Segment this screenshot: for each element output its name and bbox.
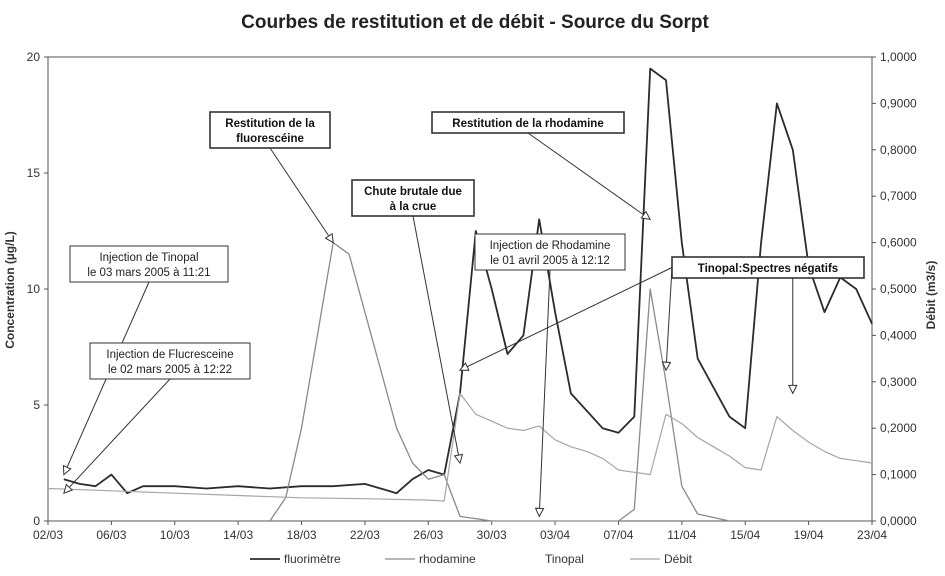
y2-tick-label: 0,5000 xyxy=(880,282,917,296)
series-layer xyxy=(47,67,873,522)
annotation-text: à la crue xyxy=(390,201,437,213)
annotation-arrowhead xyxy=(640,210,652,221)
annotation-text: Tinopal:Spectres négatifs xyxy=(698,263,838,275)
x-axis: 02/03 06/03 10/03 14/03 18/03 22/03 26/03 30/03… xyxy=(33,521,887,542)
annotation-text: le 01 avril 2005 à 12:12 xyxy=(490,255,610,267)
annotation-text: Injection de Flucresceine xyxy=(106,349,233,361)
annotation-arrow xyxy=(538,269,551,517)
annotation-arrowhead xyxy=(787,384,798,395)
y-tick-label: 0 xyxy=(33,514,40,528)
legend-label: Tinopal xyxy=(545,552,584,566)
y2-tick-label: 0,0000 xyxy=(880,514,917,528)
annotation-arrow xyxy=(665,267,673,371)
y-tick-label: 5 xyxy=(33,398,40,412)
annotation-2: Injection de Flucresceine le 02 mars 2005… xyxy=(63,342,251,494)
x-tick-label: 11/04 xyxy=(667,528,696,542)
legend-label: fluorimètre xyxy=(284,552,341,566)
annotation-4: Chute brutale due à la crue xyxy=(351,179,475,465)
y2-axis-label: Débit (m3/s) xyxy=(924,261,938,330)
annotation-5: Injection de Rhodamine le 01 avril 2005 à… xyxy=(474,233,626,518)
y2-tick-label: 0,4000 xyxy=(880,328,917,342)
x-tick-label: 19/04 xyxy=(794,528,824,542)
y2-tick-label: 1,0000 xyxy=(880,50,917,64)
x-tick-label: 14/03 xyxy=(223,528,253,542)
x-tick-label: 30/03 xyxy=(477,528,507,542)
y2-tick-label: 0,1000 xyxy=(880,468,917,482)
annotation-box xyxy=(671,256,865,279)
y2-tick-label: 0,9000 xyxy=(880,96,917,110)
annotation-text: Chute brutale due xyxy=(364,186,462,198)
y2-tick-label: 0,8000 xyxy=(880,143,917,157)
annotation-arrowhead xyxy=(324,232,334,244)
annotation-arrow xyxy=(459,267,673,371)
annotation-box xyxy=(431,111,625,134)
x-tick-label: 02/03 xyxy=(33,528,63,542)
x-tick-label: 06/03 xyxy=(96,528,126,542)
annotation-arrow xyxy=(63,378,171,494)
annotation-text: le 02 mars 2005 à 12:22 xyxy=(108,364,232,376)
y-axis-label: Concentration (µg/L) xyxy=(3,231,17,349)
annotation-box xyxy=(209,111,331,149)
y2-tick-label: 0,3000 xyxy=(880,375,917,389)
annotation-text: Injection de Tinopal xyxy=(99,252,198,264)
series-line-d-bit xyxy=(47,392,873,502)
annotation-6: Restitution de la rhodamine xyxy=(431,111,652,221)
y-tick-label: 20 xyxy=(27,50,41,64)
y2-tick-label: 0,7000 xyxy=(880,189,917,203)
annotation-text: le 03 mars 2005 à 11:21 xyxy=(87,267,210,279)
y-tick-label: 15 xyxy=(27,166,41,180)
y-tick-label: 10 xyxy=(27,282,41,296)
annotation-3: Restitution de la fluorescéine xyxy=(209,111,334,244)
x-tick-label: 23/04 xyxy=(857,528,887,542)
annotation-arrow xyxy=(527,132,651,220)
legend: fluorimètre rhodamine Tinopal Débit xyxy=(250,552,693,566)
annotation-arrowhead xyxy=(661,361,672,372)
x-tick-label: 22/03 xyxy=(350,528,380,542)
annotation-arrow xyxy=(412,215,461,464)
annotation-text: fluorescéine xyxy=(236,133,304,145)
legend-label: Débit xyxy=(664,552,693,566)
annotation-1: Injection de Tinopal le 03 mars 2005 à 11… xyxy=(62,245,229,476)
annotation-box xyxy=(474,233,626,271)
y2-tick-label: 0,2000 xyxy=(880,421,917,435)
annotation-arrowhead xyxy=(453,453,464,465)
chart-title: Courbes de restitution et de débit - Sou… xyxy=(241,12,709,33)
y-axis-right: 0,0000 0,1000 0,2000 0,3000 0,4000 0,5000 0,60… xyxy=(872,50,917,528)
annotation-7: Tinopal:Spectres négatifs xyxy=(458,256,865,395)
y-axis-left: 0 5 10 15 20 xyxy=(27,50,48,528)
x-tick-label: 07/04 xyxy=(603,528,633,542)
series-line-rhodamine xyxy=(269,241,730,522)
annotation-text: Restitution de la xyxy=(225,118,315,130)
x-tick-label: 26/03 xyxy=(413,528,443,542)
annotation-box xyxy=(69,245,229,283)
annotation-arrowhead xyxy=(534,507,545,518)
x-tick-label: 18/03 xyxy=(287,528,317,542)
annotation-box xyxy=(351,179,475,217)
x-tick-label: 15/04 xyxy=(730,528,760,542)
annotation-arrowhead xyxy=(63,483,74,494)
x-tick-label: 03/04 xyxy=(540,528,570,542)
annotation-arrowhead xyxy=(62,464,72,476)
legend-label: rhodamine xyxy=(419,552,476,566)
annotation-layer: Injection de Tinopal le 03 mars 2005 à 11… xyxy=(62,111,865,518)
annotation-text: Restitution de la rhodamine xyxy=(452,118,603,130)
x-tick-label: 10/03 xyxy=(160,528,190,542)
annotation-text: Injection de Rhodamine xyxy=(490,240,611,252)
annotation-arrowhead xyxy=(458,362,470,371)
annotation-box xyxy=(89,342,251,380)
series-line-fluorim-tre xyxy=(63,67,873,495)
y2-tick-label: 0,6000 xyxy=(880,236,917,250)
annotation-arrow xyxy=(269,147,334,243)
